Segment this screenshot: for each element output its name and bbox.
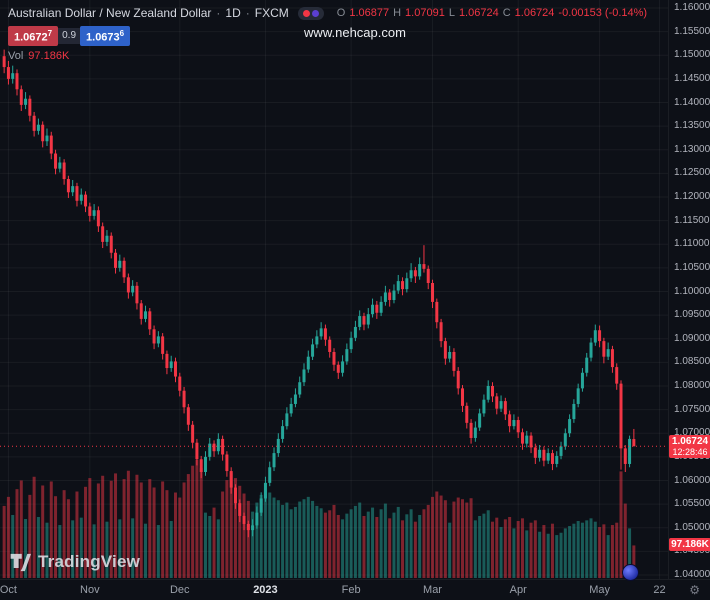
close-label: C: [502, 7, 511, 19]
price-axis[interactable]: 1.06724 12:28:46 97.186K 1.16000 1.15500 1…: [668, 0, 710, 580]
price-tick-label: 1.06000: [674, 474, 710, 486]
price-tick-label: 1.05000: [674, 521, 710, 533]
price-tick-label: 1.04000: [674, 569, 710, 580]
price-tick-label: 1.16000: [674, 2, 710, 13]
interval-label[interactable]: 1D: [225, 6, 241, 20]
watermark-text: www.nehcap.com: [304, 25, 406, 40]
price-tick-label: 1.15000: [674, 49, 710, 61]
tradingview-logo-text: TradingView: [38, 552, 141, 571]
time-tick-label: 22: [653, 584, 666, 596]
price-tick-label: 1.12500: [674, 167, 710, 179]
price-tick-label: 1.13500: [674, 120, 710, 132]
separator: ·: [245, 6, 250, 20]
exchange-label: FXCM: [254, 6, 289, 20]
time-tick-label: Nov: [80, 584, 100, 596]
symbol-legend[interactable]: Australian Dollar / New Zealand Dollar ·…: [8, 6, 647, 20]
price-tick-label: 1.14500: [674, 72, 710, 84]
price-tick-label: 1.10500: [674, 261, 710, 273]
event-marker-icon[interactable]: [622, 564, 639, 581]
price-tick-label: 1.09500: [674, 309, 710, 321]
price-tick-label: 1.05500: [674, 498, 710, 510]
price-tick-label: 1.08000: [674, 380, 710, 391]
spread-value: 0.9: [58, 27, 81, 44]
high-label: H: [393, 7, 402, 19]
time-tick-label: May: [589, 584, 610, 596]
ohlc-values: O 1.06877 H 1.07091 L 1.06724 C 1.06724 …: [337, 7, 647, 19]
price-tick-label: 1.11500: [674, 214, 710, 226]
quote-bar: 1.06727 0.9 1.06736: [8, 26, 131, 46]
open-value: 1.06877: [349, 7, 390, 19]
price-tick-label: 1.09000: [674, 332, 710, 344]
open-label: O: [336, 7, 346, 19]
last-price-value: 1.06724: [671, 436, 709, 448]
time-tick-label: Dec: [169, 584, 190, 596]
price-tick-label: 1.11000: [674, 238, 710, 250]
time-tick-label: 2023: [253, 584, 278, 596]
price-tick-label: 1.15500: [674, 25, 710, 37]
gear-icon[interactable]: ⚙: [689, 583, 700, 597]
price-tick-label: 1.14000: [674, 96, 710, 108]
time-tick-label: Mar: [423, 584, 442, 596]
separator: ·: [216, 6, 221, 20]
price-tick-label: 1.10000: [674, 285, 710, 297]
volume-legend: Vol 97.186K: [8, 50, 69, 62]
price-tick-label: 1.12000: [674, 191, 710, 202]
buy-button[interactable]: 1.06736: [80, 26, 131, 46]
market-status-red-dot-icon: [302, 9, 310, 17]
volume-value: 97.186K: [28, 50, 70, 62]
time-tick-label: Oct: [0, 584, 17, 596]
symbol-title[interactable]: Australian Dollar / New Zealand Dollar: [8, 6, 212, 20]
chart-canvas[interactable]: [0, 0, 668, 579]
tradingview-logo[interactable]: TradingView: [10, 552, 140, 572]
last-price-tag: 1.06724 12:28:46: [669, 435, 710, 459]
close-value: 1.06724: [514, 7, 555, 19]
price-tick-label: 1.07000: [674, 427, 710, 439]
tradingview-logo-icon: [10, 553, 31, 571]
change-value: -0.00153 (-0.14%): [558, 7, 648, 19]
last-volume-tag: 97.186K: [669, 538, 710, 552]
price-tick-label: 1.13000: [674, 143, 710, 155]
high-value: 1.07091: [405, 7, 445, 19]
time-axis[interactable]: Oct Nov Dec 2023 Feb Mar Apr May 22 ⚙: [0, 579, 710, 600]
sell-button[interactable]: 1.06727: [8, 26, 59, 46]
price-tick-label: 1.08500: [674, 356, 710, 368]
countdown-timer: 12:28:46: [672, 447, 708, 458]
market-status-pill[interactable]: [297, 6, 324, 20]
low-label: L: [448, 7, 455, 19]
low-value: 1.06724: [458, 7, 499, 19]
market-status-purple-dot-icon: [311, 9, 319, 17]
price-tick-label: 1.07500: [674, 403, 710, 415]
time-tick-label: Apr: [509, 584, 527, 596]
volume-label: Vol: [8, 50, 24, 62]
time-tick-label: Feb: [341, 584, 361, 596]
